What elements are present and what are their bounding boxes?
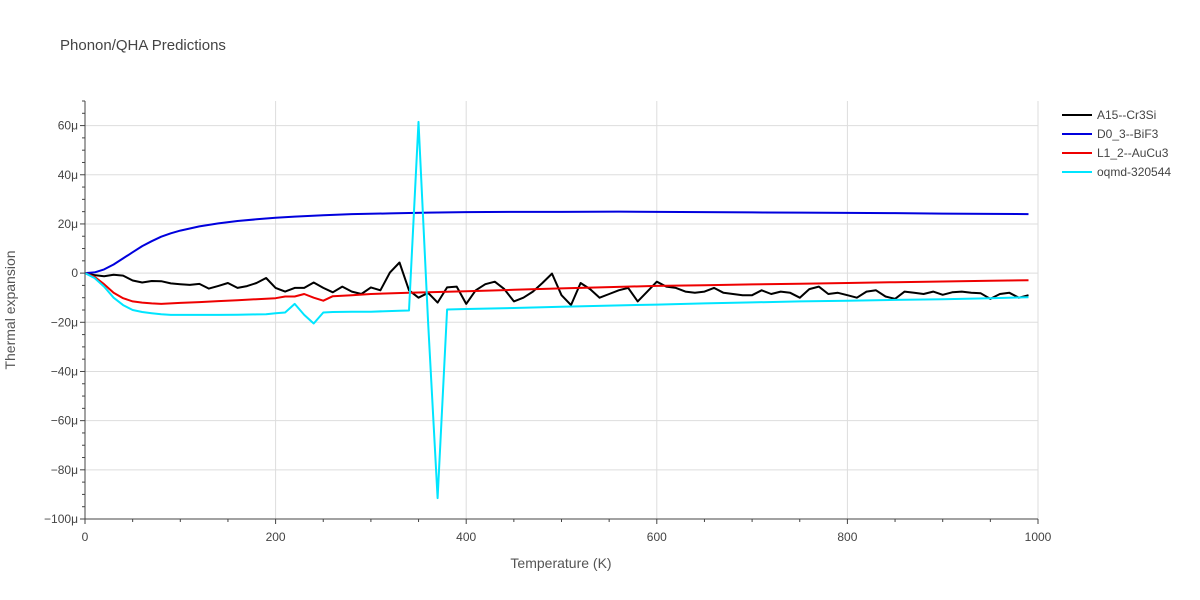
- x-tick-label: 1000: [1025, 530, 1052, 544]
- x-tick-label: 800: [837, 530, 857, 544]
- x-tick-label: 600: [647, 530, 667, 544]
- y-tick-label: −20μ: [51, 315, 78, 329]
- y-tick-label: 20μ: [58, 217, 78, 231]
- y-axis-title: Thermal expansion: [2, 250, 18, 369]
- y-tick-label: 0: [71, 266, 78, 280]
- chart-title: Phonon/QHA Predictions: [60, 37, 226, 54]
- legend-label: oqmd-320544: [1097, 165, 1171, 179]
- legend-label: L1_2--AuCu3: [1097, 146, 1169, 160]
- x-axis-ticks: 0 200 400 600 800 1000: [82, 519, 1052, 544]
- y-tick-label: −100μ: [44, 512, 78, 526]
- legend-label: D0_3--BiF3: [1097, 127, 1159, 141]
- y-tick-label: −60μ: [51, 414, 78, 428]
- plot-area: [84, 120, 1029, 500]
- series-line-l1-2-aucu3: [84, 272, 1029, 305]
- y-tick-label: 60μ: [58, 119, 78, 133]
- series-line-d0-3-bif3: [84, 210, 1029, 275]
- x-axis-title: Temperature (K): [510, 555, 611, 571]
- y-tick-label: 40μ: [58, 168, 78, 182]
- legend: A15--Cr3Si D0_3--BiF3 L1_2--AuCu3 oqmd-3205…: [1062, 108, 1171, 179]
- series-line-oqmd-320544: [84, 120, 1029, 500]
- x-tick-label: 400: [456, 530, 476, 544]
- x-tick-label: 200: [266, 530, 286, 544]
- series-line-a15-cr3si: [84, 261, 1029, 307]
- legend-label: A15--Cr3Si: [1097, 108, 1156, 122]
- y-tick-label: −40μ: [51, 364, 78, 378]
- x-tick-label: 0: [82, 530, 89, 544]
- y-tick-label: −80μ: [51, 463, 78, 477]
- y-axis-ticks: −100μ −80μ −60μ −40μ −20μ 0 20μ 40μ 60μ: [44, 100, 85, 526]
- grid: [84, 101, 1039, 520]
